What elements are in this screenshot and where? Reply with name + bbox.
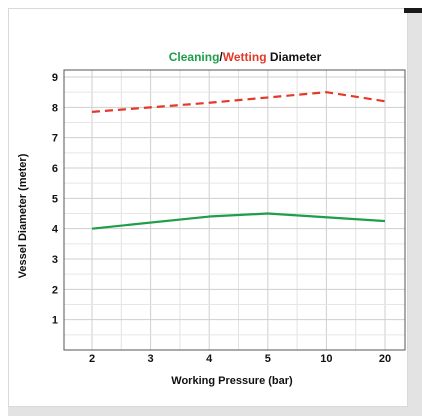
x-axis: 2 3 4 5 10 20 — [89, 353, 391, 365]
y-tick-label: 2 — [52, 284, 58, 296]
y-tick-label: 5 — [52, 193, 58, 205]
x-tick-label: 2 — [89, 353, 95, 365]
x-tick-label: 20 — [379, 353, 391, 365]
y-tick-label: 3 — [52, 254, 58, 266]
chart-frame — [8, 8, 408, 407]
x-tick-label: 5 — [265, 353, 271, 365]
title-wetting: Wetting — [223, 50, 267, 64]
series-line-cleaning — [91, 212, 386, 230]
chart-title: Cleaning/Wetting Diameter — [169, 50, 322, 64]
y-axis: 1 2 3 4 5 6 7 8 9 — [52, 72, 59, 327]
series-group — [91, 91, 386, 230]
grid — [64, 70, 405, 350]
y-tick-label: 6 — [52, 163, 58, 175]
title-cleaning: Cleaning — [169, 50, 220, 64]
y-tick-label: 8 — [52, 102, 58, 114]
x-axis-label: Working Pressure (bar) — [171, 375, 293, 387]
y-tick-label: 7 — [52, 133, 58, 145]
frame-shadow-bottom — [8, 407, 422, 416]
y-axis-label: Vessel Diameter (meter) — [17, 153, 29, 278]
series-line-wetting — [91, 91, 386, 113]
x-tick-label: 10 — [320, 353, 332, 365]
corner-tab — [404, 8, 422, 13]
frame-shadow-right — [408, 8, 422, 416]
y-tick-label: 9 — [52, 72, 58, 84]
plot-border — [63, 69, 406, 351]
title-diameter: Diameter — [267, 50, 322, 64]
x-tick-label: 4 — [206, 353, 213, 365]
title-slash: / — [219, 50, 223, 64]
y-tick-label: 4 — [52, 224, 59, 236]
y-tick-label: 1 — [52, 315, 58, 327]
x-tick-label: 3 — [148, 353, 154, 365]
